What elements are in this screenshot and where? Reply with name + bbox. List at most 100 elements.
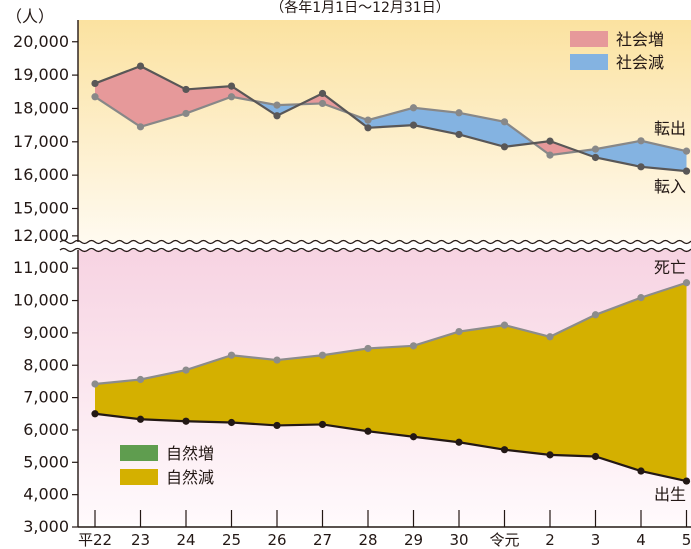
area-increase-segment [186, 86, 232, 114]
x-tick-label: 令元 [489, 531, 519, 549]
area-decrease-segment [322, 348, 368, 432]
x-tick-label: 4 [636, 531, 646, 549]
y-tick-label: 19,000 [13, 65, 69, 84]
data-point [409, 104, 418, 112]
area-decrease-segment [641, 140, 687, 172]
y-tick-label: 4,000 [23, 485, 69, 504]
data-point [136, 62, 145, 70]
data-point [682, 477, 691, 485]
y-tick-label: 6,000 [23, 420, 69, 439]
area-decrease-segment [368, 107, 414, 128]
y-tick-label: 9,000 [23, 323, 69, 342]
data-point [227, 351, 236, 359]
x-tick-label: 26 [267, 531, 286, 549]
legend-label: 自然減 [166, 468, 214, 487]
series-end-label: 転出 [654, 119, 686, 138]
area-decrease-segment [413, 331, 459, 443]
data-point [91, 93, 99, 101]
area-decrease-segment [550, 314, 596, 457]
data-point [591, 153, 600, 162]
data-point [91, 380, 99, 388]
x-tick-label: 27 [313, 531, 332, 549]
data-point [455, 438, 463, 446]
area-decrease-segment [368, 345, 414, 437]
data-point [91, 79, 99, 88]
data-point [318, 351, 327, 359]
data-point [455, 328, 463, 336]
area-decrease-segment [641, 282, 687, 482]
data-point [136, 415, 145, 423]
data-point [182, 85, 190, 94]
x-tick-label: 25 [222, 531, 241, 549]
area-decrease-segment [277, 355, 323, 426]
data-point [136, 375, 145, 384]
area-decrease-segment [231, 355, 277, 426]
area-decrease-segment [504, 325, 550, 455]
y-tick-label: 8,000 [23, 355, 69, 374]
area-increase-segment [140, 66, 186, 127]
data-point [318, 89, 327, 98]
data-point [546, 151, 554, 159]
data-point [91, 410, 99, 418]
legend-label: 自然増 [166, 444, 214, 463]
area-increase-segment [95, 66, 141, 127]
chart-subtitle: （各年1月1日～12月31日） [270, 0, 449, 16]
series-line [94, 64, 687, 173]
y-tick-label: 20,000 [13, 32, 69, 51]
legend-swatch [570, 31, 608, 47]
data-point [546, 137, 554, 145]
data-point [273, 101, 281, 109]
data-point [273, 421, 281, 430]
legend-swatch [120, 469, 158, 485]
data-point [682, 279, 691, 287]
y-tick-label: 7,000 [23, 388, 69, 407]
data-point [455, 109, 463, 117]
data-point [364, 344, 372, 353]
data-point [591, 452, 600, 461]
data-point [546, 333, 554, 341]
axis-break-wave [59, 247, 691, 253]
data-point [500, 118, 509, 126]
data-point [182, 366, 190, 374]
x-tick-label: 平22 [78, 531, 112, 549]
data-point [637, 137, 645, 145]
data-point [500, 143, 509, 151]
y-tick-label: 3,000 [23, 517, 69, 536]
data-point [318, 420, 327, 429]
data-point [500, 446, 509, 454]
data-point [637, 467, 645, 475]
y-tick-label: 17,000 [13, 132, 69, 151]
data-point [182, 109, 190, 118]
y-tick-label: 11,000 [13, 258, 69, 277]
area-decrease-segment [459, 325, 505, 450]
data-point [455, 130, 463, 139]
data-point [227, 93, 236, 101]
data-point [227, 82, 236, 90]
series-end-label: 転入 [654, 177, 686, 196]
data-point [637, 294, 645, 302]
top-panel-background [78, 20, 691, 242]
x-tick-label: 5 [682, 531, 691, 549]
data-point [591, 311, 600, 319]
data-point [409, 433, 418, 441]
data-point [364, 116, 372, 124]
data-point [318, 99, 327, 108]
y-tick-label: 15,000 [13, 199, 69, 218]
data-point [409, 342, 418, 350]
area-decrease-segment [459, 112, 505, 147]
legend-swatch [120, 445, 158, 461]
data-point [409, 121, 418, 129]
y-tick-label: 10,000 [13, 291, 69, 310]
legend-label: 社会減 [616, 53, 664, 72]
x-tick-label: 3 [591, 531, 601, 549]
data-point [682, 167, 691, 175]
area-decrease-segment [95, 379, 141, 420]
area-decrease-segment [186, 355, 232, 423]
y-tick-label: 18,000 [13, 98, 69, 117]
data-point [591, 145, 600, 153]
legend-swatch [570, 54, 608, 70]
legend-label: 社会増 [616, 30, 664, 49]
y-tick-label: 12,000 [13, 226, 69, 245]
area-decrease-segment [413, 107, 459, 135]
data-point [682, 147, 691, 155]
